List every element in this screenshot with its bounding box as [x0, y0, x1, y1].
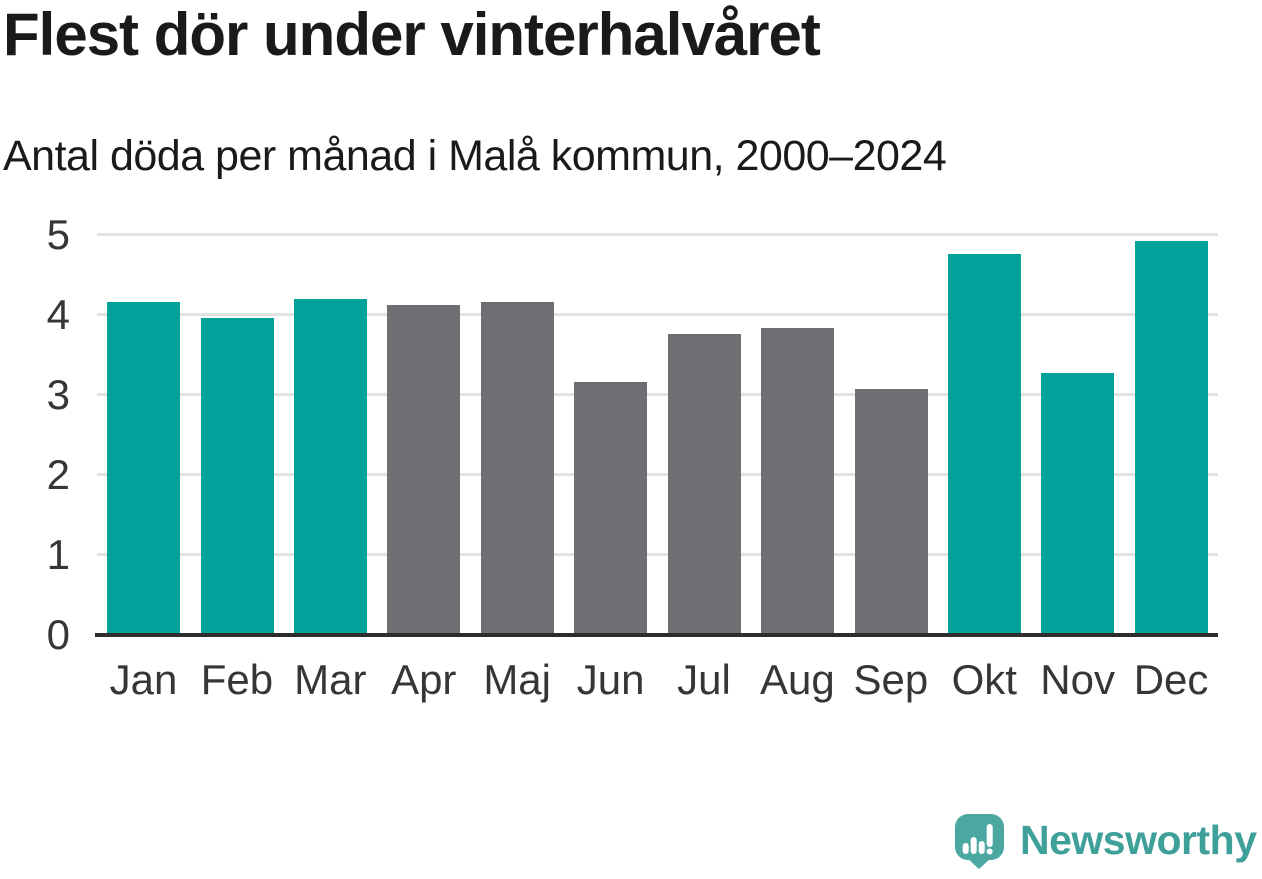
y-tick-label-1: 1: [46, 531, 70, 578]
x-tick-label-feb: Feb: [200, 656, 274, 703]
bar-apr: [387, 305, 461, 635]
bar-okt: [947, 254, 1021, 635]
y-tick-label-4: 4: [46, 291, 70, 338]
x-tick-label-dec: Dec: [1133, 656, 1209, 703]
bar-dec: [1134, 241, 1208, 635]
bar-aug: [761, 327, 835, 635]
x-axis-line: [95, 633, 1218, 637]
x-tick-label-okt: Okt: [951, 656, 1017, 703]
x-axis-labels: Jan Feb Mar Apr Maj Jun Jul Aug Sep Okt Nov Dec: [97, 650, 1218, 710]
bar-chart: 0 1 2 3 4 5 Jan Feb Mar Apr Maj Jun Jul Aug Sep Okt Nov…: [0, 211, 1262, 715]
bar-sep: [854, 388, 928, 635]
y-tick-label-3: 3: [46, 371, 70, 418]
x-tick-label-jul: Jul: [677, 656, 731, 703]
x-tick-label-apr: Apr: [391, 656, 457, 703]
y-tick-label-0: 0: [46, 611, 70, 658]
gridline-y-1: [97, 553, 1218, 556]
bar-maj: [480, 302, 554, 635]
bar-jul: [667, 334, 741, 635]
chart-title: Flest dör under vinterhalvåret: [3, 1, 821, 68]
mini-bar-chart-glyph: [962, 837, 985, 854]
exclamation-mark-glyph: [986, 824, 993, 855]
bar-nov: [1041, 372, 1115, 635]
x-tick-label-aug: Aug: [760, 656, 835, 703]
y-tick-label-5: 5: [46, 211, 70, 258]
gridline-y-2: [97, 473, 1218, 476]
y-axis-labels: 0 1 2 3 4 5: [0, 211, 70, 658]
bar-mar: [294, 299, 368, 635]
x-tick-label-jun: Jun: [576, 656, 645, 703]
gridline-y-5: [97, 233, 1218, 236]
x-tick-label-sep: Sep: [853, 656, 929, 703]
gridline-y-4: [97, 313, 1218, 316]
bar-jun: [574, 382, 648, 635]
x-tick-label-jan: Jan: [109, 656, 178, 703]
y-tick-label-2: 2: [46, 451, 70, 498]
plot-area: [95, 233, 1218, 637]
speech-bubble-pin-shape: [955, 814, 1004, 869]
x-tick-label-mar: Mar: [294, 656, 367, 703]
newsworthy-logo-text: Newsworthy: [1020, 817, 1257, 863]
x-tick-label-maj: Maj: [483, 656, 551, 703]
bar-feb: [200, 318, 274, 635]
bar-jan: [107, 302, 181, 635]
x-tick-label-nov: Nov: [1040, 656, 1115, 703]
newsworthy-logo-icon: [955, 814, 1004, 869]
chart-subtitle: Antal döda per månad i Malå kommun, 2000…: [3, 132, 947, 180]
gridline-y-3: [97, 393, 1218, 396]
